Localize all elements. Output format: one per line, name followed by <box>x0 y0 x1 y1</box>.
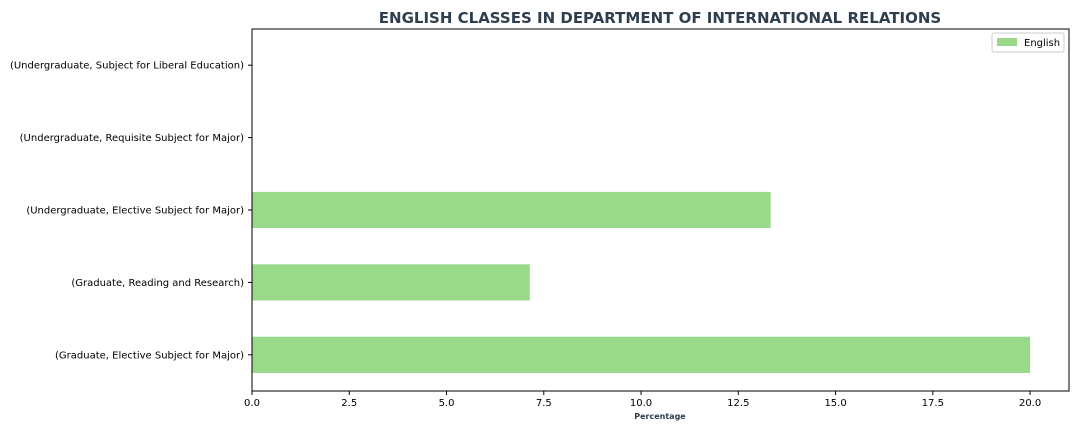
bar-0 <box>252 336 1031 373</box>
y-tick-label: (Undergraduate, Subject for Liberal Educ… <box>10 61 244 72</box>
x-tick-label: 0.0 <box>244 398 260 409</box>
legend-frame <box>991 32 1065 53</box>
legend-swatch-english <box>997 38 1017 46</box>
x-tick-label: 2.5 <box>341 398 357 409</box>
chart-title: ENGLISH CLASSES IN DEPARTMENT OF INTERNA… <box>379 9 941 27</box>
legend: English <box>991 32 1065 53</box>
bar-1 <box>252 264 530 301</box>
x-tick-label: 15.0 <box>824 398 846 409</box>
plot-frame <box>251 28 1070 392</box>
bar-2 <box>252 191 771 229</box>
bars-group <box>252 191 1031 373</box>
y-tick-label: (Undergraduate, Elective Subject for Maj… <box>26 206 244 217</box>
x-tick-label: 12.5 <box>727 398 749 409</box>
x-tick-label: 10.0 <box>630 398 652 409</box>
y-tick-label: (Graduate, Reading and Research) <box>71 278 244 289</box>
x-axis-label: Percentage <box>634 412 686 421</box>
x-tick-label: 17.5 <box>922 398 944 409</box>
x-tick-label: 7.5 <box>536 398 552 409</box>
y-tick-label: (Undergraduate, Requisite Subject for Ma… <box>20 133 244 144</box>
x-tick-label: 5.0 <box>439 398 455 409</box>
legend-label-english: English <box>1024 38 1060 49</box>
y-axis-ticks: (Graduate, Elective Subject for Major) (G… <box>10 61 252 361</box>
y-tick-label: (Graduate, Elective Subject for Major) <box>55 350 244 361</box>
x-tick-label: 20.0 <box>1019 398 1041 409</box>
x-axis-ticks: 0.0 2.5 5.0 7.5 10.0 12.5 15.0 17.5 20.0 <box>244 391 1041 409</box>
